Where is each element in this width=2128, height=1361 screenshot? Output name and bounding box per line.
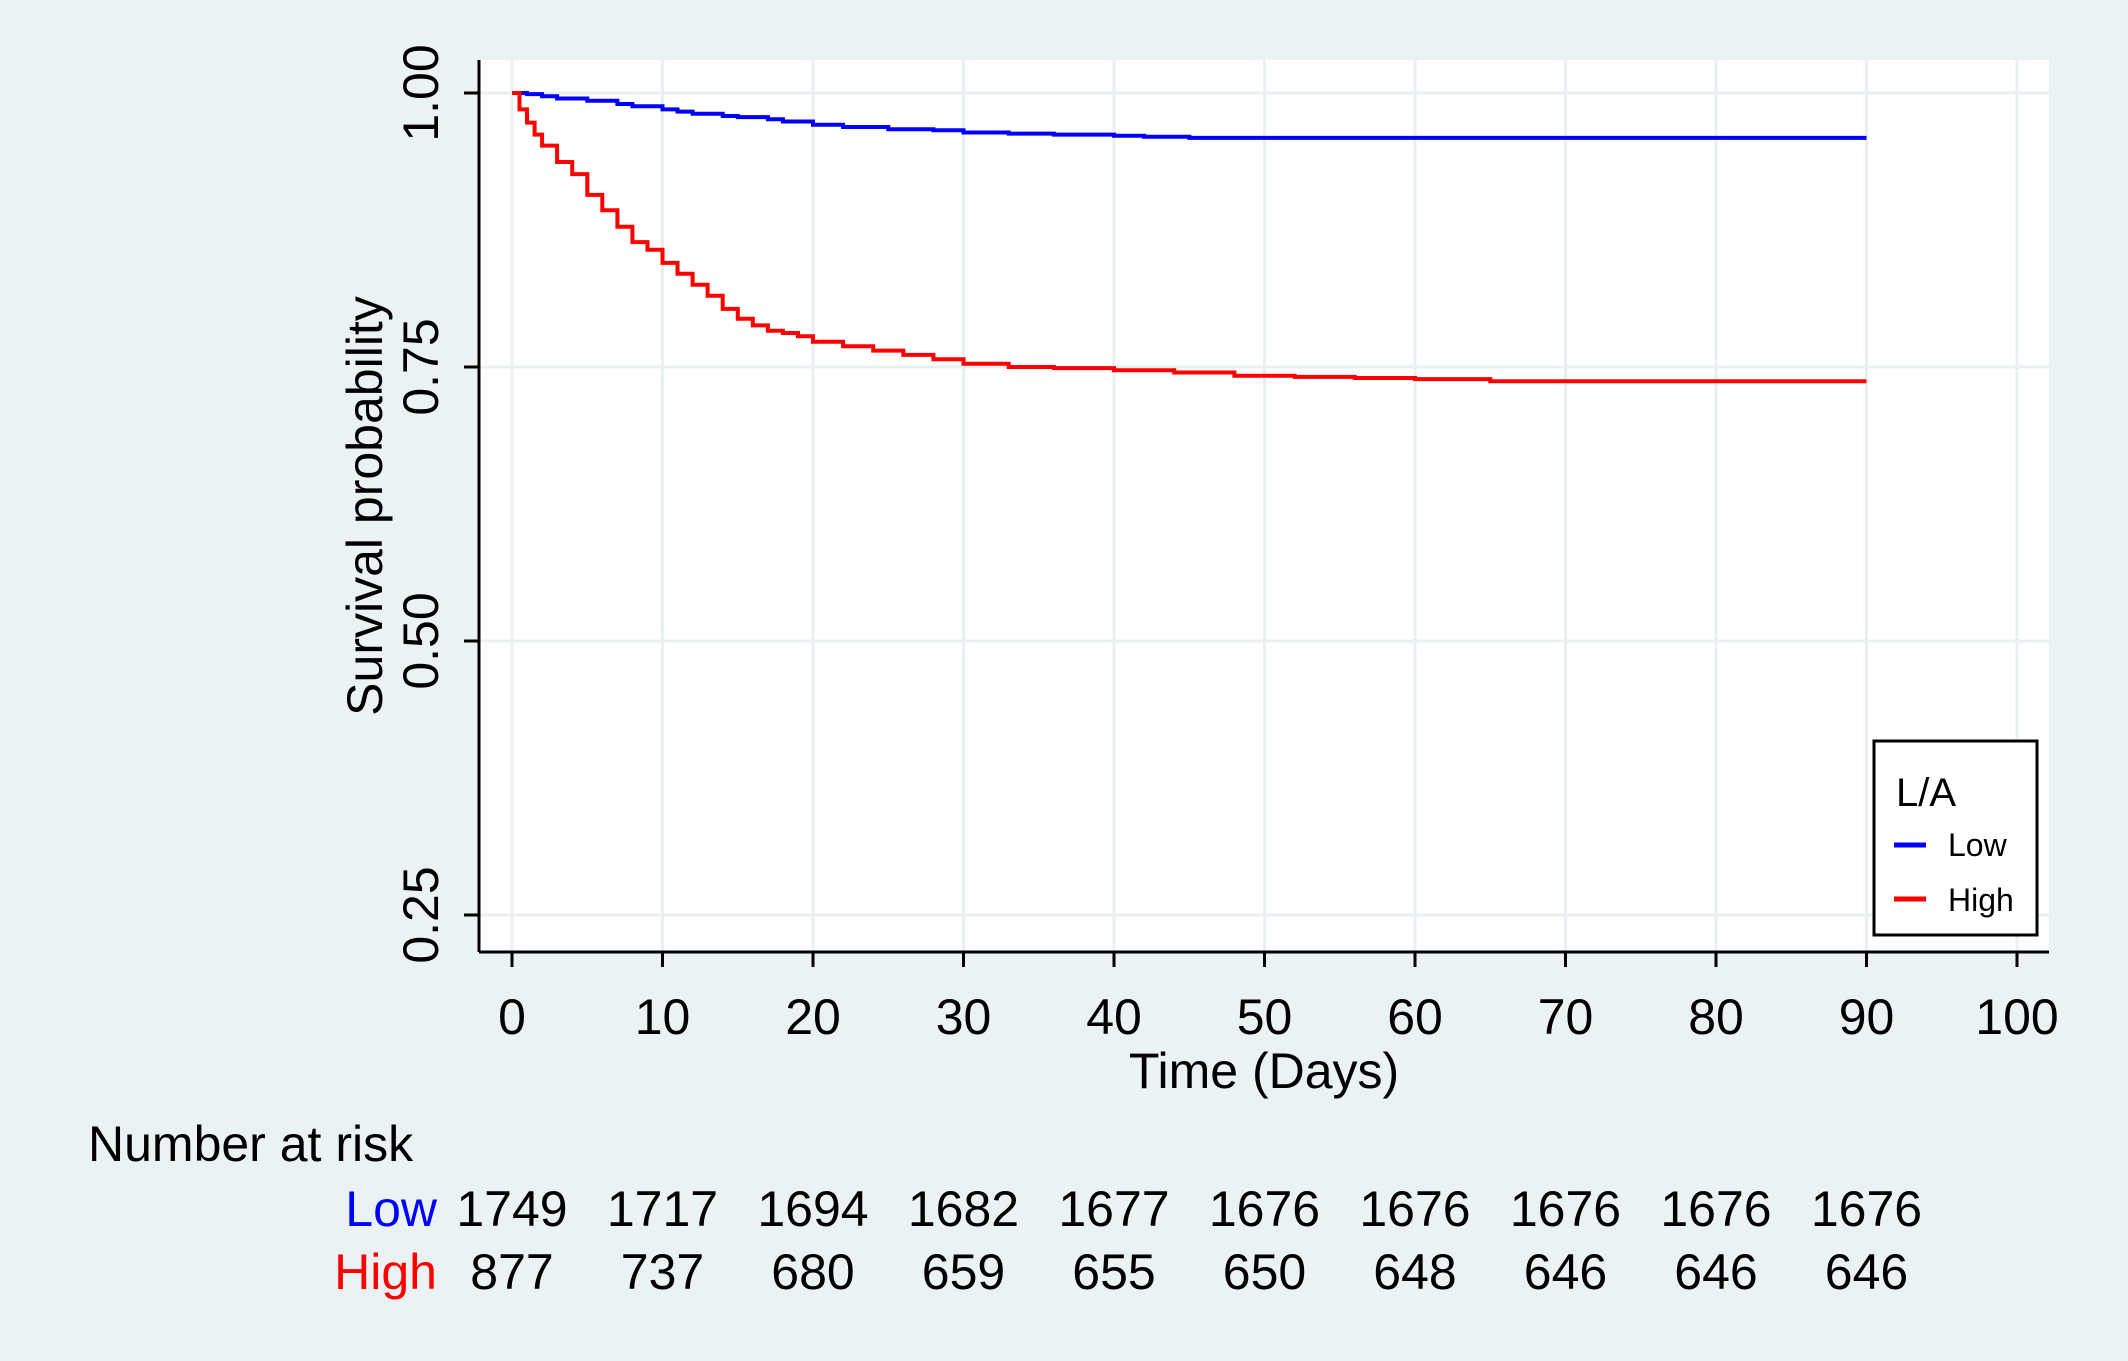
risk-value-high-70: 646 xyxy=(1524,1244,1607,1300)
x-tick-label-6: 60 xyxy=(1387,989,1443,1045)
risk-row-label-high: High xyxy=(334,1244,437,1300)
x-tick-label-3: 30 xyxy=(936,989,992,1045)
y-tick-label-0: 0.25 xyxy=(393,866,449,963)
legend-label-low: Low xyxy=(1948,827,2008,863)
legend-label-high: High xyxy=(1948,882,2014,918)
risk-value-high-40: 655 xyxy=(1072,1244,1155,1300)
series-line-low xyxy=(512,91,1867,140)
risk-value-low-70: 1676 xyxy=(1510,1181,1621,1237)
risk-value-high-30: 659 xyxy=(922,1244,1005,1300)
risk-values-low: 1749 1717 1694 1682 1677 1676 1676 1676 1676 1676 xyxy=(456,1181,1922,1237)
x-tick-label-2: 20 xyxy=(785,989,841,1045)
risk-value-low-50: 1676 xyxy=(1209,1181,1320,1237)
series-lines xyxy=(512,91,1867,384)
risk-value-low-30: 1682 xyxy=(908,1181,1019,1237)
x-tick-label-4: 40 xyxy=(1086,989,1142,1045)
risk-value-low-0: 1749 xyxy=(456,1181,567,1237)
risk-value-low-80: 1676 xyxy=(1660,1181,1771,1237)
risk-value-high-10: 737 xyxy=(621,1244,704,1300)
risk-value-high-80: 646 xyxy=(1674,1244,1757,1300)
risk-value-high-0: 877 xyxy=(470,1244,553,1300)
risk-value-low-90: 1676 xyxy=(1811,1181,1922,1237)
risk-value-high-20: 680 xyxy=(771,1244,854,1300)
x-tick-label-9: 90 xyxy=(1839,989,1895,1045)
legend-box xyxy=(1872,739,2039,937)
legend-title: L/A xyxy=(1896,771,1956,815)
y-axis-label: Survival probability xyxy=(337,296,393,716)
risk-values-high: 877 737 680 659 655 650 648 646 646 646 xyxy=(470,1244,1908,1300)
x-axis-label: Time (Days) xyxy=(1129,1043,1399,1099)
risk-row-label-low: Low xyxy=(345,1181,438,1237)
risk-value-high-50: 650 xyxy=(1223,1244,1306,1300)
risk-table-title: Number at risk xyxy=(88,1116,414,1172)
risk-value-low-20: 1694 xyxy=(757,1181,868,1237)
risk-value-high-90: 646 xyxy=(1825,1244,1908,1300)
x-tick-label-10: 100 xyxy=(1975,989,2058,1045)
risk-value-low-40: 1677 xyxy=(1058,1181,1169,1237)
risk-table: Number at risk Low High 1749 1717 1694 1682… xyxy=(88,1116,1922,1300)
risk-value-high-60: 648 xyxy=(1373,1244,1456,1300)
risk-value-low-10: 1717 xyxy=(607,1181,718,1237)
x-tick-label-5: 50 xyxy=(1237,989,1293,1045)
x-tick-label-8: 80 xyxy=(1688,989,1744,1045)
x-tick-label-0: 0 xyxy=(498,989,526,1045)
risk-value-low-60: 1676 xyxy=(1359,1181,1470,1237)
y-tick-label-1: 0.50 xyxy=(393,592,449,689)
axes: 0 10 20 30 40 50 60 70 80 90 100 0.25 0.50 0.75 1.00 xyxy=(393,44,2059,1045)
y-tick-label-2: 0.75 xyxy=(393,318,449,415)
x-tick-label-7: 70 xyxy=(1538,989,1594,1045)
x-tick-label-1: 10 xyxy=(635,989,691,1045)
series-line-high xyxy=(512,91,1867,384)
legend: L/A Low High xyxy=(1872,739,2039,937)
y-tick-label-3: 1.00 xyxy=(393,44,449,141)
